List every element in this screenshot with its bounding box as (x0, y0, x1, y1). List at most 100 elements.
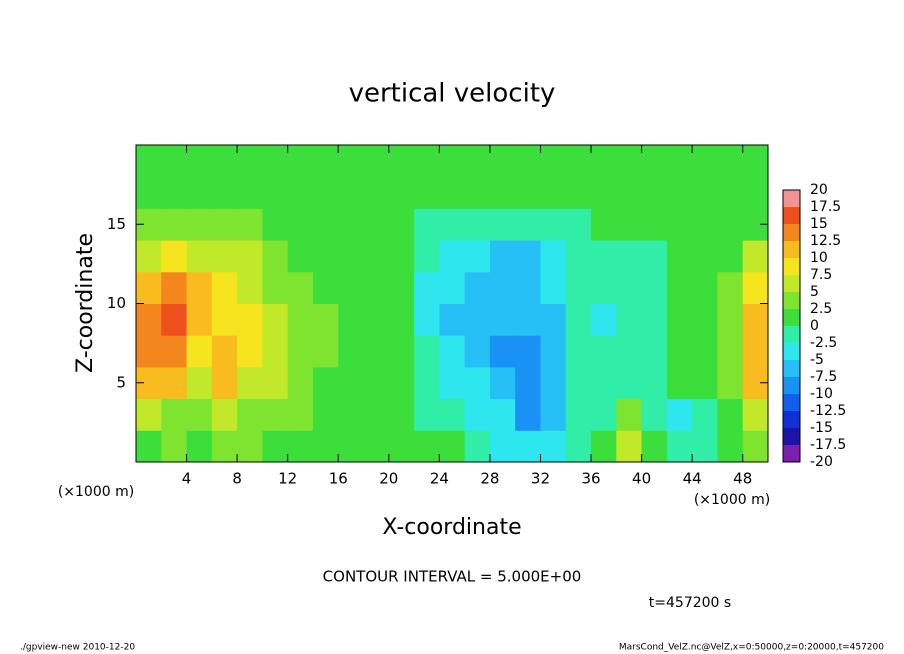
cell (515, 303, 541, 336)
cell (616, 335, 643, 368)
cell (211, 398, 238, 431)
cell (262, 303, 289, 336)
cell (641, 176, 668, 209)
cell (287, 271, 314, 304)
cell (414, 303, 440, 336)
cell (237, 240, 263, 273)
cell (338, 176, 365, 209)
cell (489, 335, 516, 368)
cell (616, 430, 643, 463)
cell (186, 176, 213, 209)
cell (591, 271, 617, 304)
cell (211, 271, 238, 304)
cell (742, 176, 769, 209)
cell (717, 366, 744, 400)
colorbar-label: -7.5 (810, 369, 837, 385)
cell (464, 176, 491, 209)
y-tick-label: 10 (107, 294, 126, 312)
cell (666, 240, 693, 273)
cell (414, 366, 440, 400)
cell (161, 430, 188, 463)
cell (388, 430, 415, 463)
cell (312, 303, 339, 336)
cell (136, 176, 162, 209)
colorbar-label: -15 (810, 420, 833, 436)
cell (161, 303, 188, 336)
cell (591, 430, 617, 463)
cell (464, 271, 491, 304)
cell (363, 335, 390, 368)
colorbar-swatch (783, 241, 800, 258)
colorbar-swatch (783, 377, 800, 394)
cell (237, 398, 263, 431)
time-label: t=457200 s (649, 595, 731, 611)
cell (287, 366, 314, 400)
x-tick-label: 32 (531, 470, 550, 488)
cell (717, 303, 744, 336)
cell (616, 208, 643, 241)
cell (363, 208, 390, 241)
cell (591, 398, 617, 431)
colorbar-label: 7.5 (810, 267, 832, 283)
cell (565, 303, 592, 336)
cell (515, 398, 541, 431)
x-tick-label: 4 (182, 470, 192, 488)
footer-right: MarsCond_VelZ.nc@VelZ,x=0:50000,z=0:2000… (619, 643, 884, 653)
cell (161, 240, 188, 273)
colorbar-swatch (783, 207, 800, 224)
cell (742, 430, 769, 463)
x-tick-label: 28 (480, 470, 499, 488)
colorbar-label: 0 (810, 318, 819, 334)
cell (717, 398, 744, 431)
cell (211, 176, 238, 209)
cell (136, 335, 162, 368)
cell (616, 366, 643, 400)
cell (692, 303, 718, 336)
cell (211, 303, 238, 336)
cell (666, 176, 693, 209)
cell (388, 208, 415, 241)
cell (439, 335, 466, 368)
y-axis-label: Z-coordinate (73, 233, 98, 373)
cell (211, 208, 238, 241)
cell (666, 303, 693, 336)
cell (312, 335, 339, 368)
cell (464, 303, 491, 336)
cell (565, 176, 592, 209)
cell (136, 303, 162, 336)
cell (388, 240, 415, 273)
x-tick-label: 36 (581, 470, 600, 488)
cell (312, 271, 339, 304)
colorbar-label: -20 (810, 454, 833, 470)
cell (262, 335, 289, 368)
cell (591, 366, 617, 400)
cell (363, 398, 390, 431)
cell (211, 145, 238, 178)
cell (262, 208, 289, 241)
cell (186, 303, 213, 336)
cell (489, 240, 516, 273)
cell (388, 145, 415, 178)
colorbar-swatch (783, 445, 800, 462)
cell (742, 145, 769, 178)
cell (186, 145, 213, 178)
cell (489, 430, 516, 463)
cell (464, 240, 491, 273)
cell (515, 176, 541, 209)
cell (565, 208, 592, 241)
cell (439, 398, 466, 431)
cell (717, 271, 744, 304)
cell (565, 271, 592, 304)
cell (489, 208, 516, 241)
colorbar-label: 20 (810, 182, 828, 198)
cell (237, 303, 263, 336)
colorbar-swatch (783, 190, 800, 207)
colorbar-swatch (783, 343, 800, 360)
cell (136, 398, 162, 431)
cell (186, 240, 213, 273)
colorbar-label: -17.5 (810, 437, 846, 453)
cell (641, 398, 668, 431)
cell (540, 271, 567, 304)
cell (439, 176, 466, 209)
cell (616, 240, 643, 273)
